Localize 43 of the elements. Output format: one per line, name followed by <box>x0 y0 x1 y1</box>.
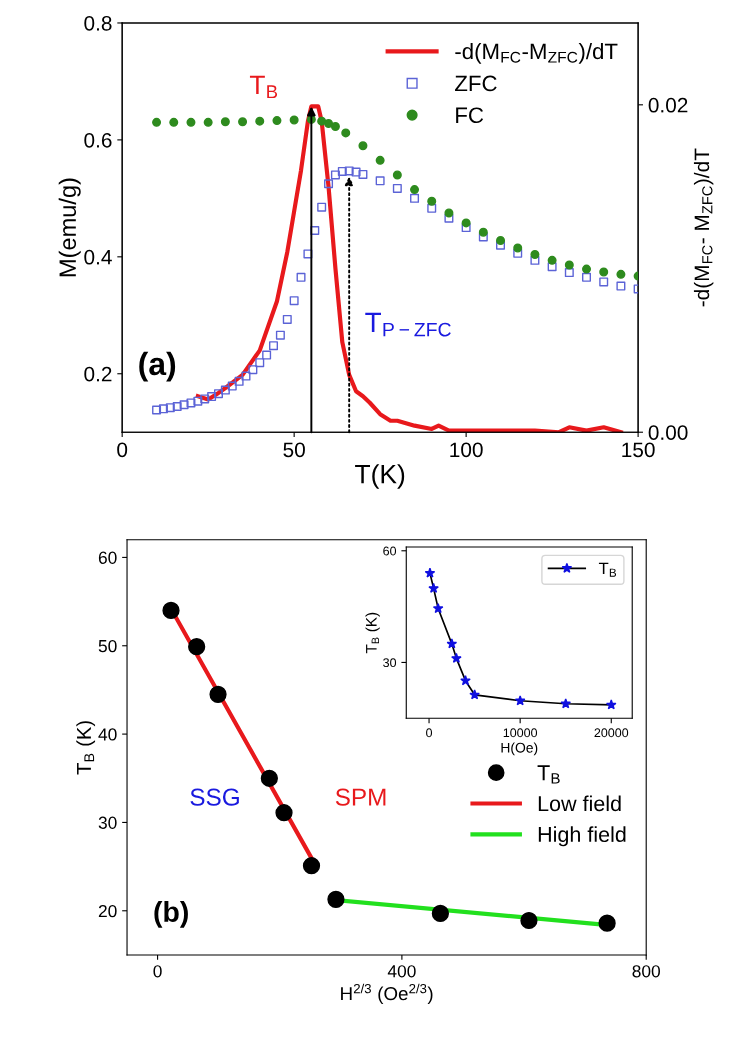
legend-label: -d(M$_{FC}$-M$_{ZFC}$)/dT <box>455 42 618 64</box>
x-tick-label: 800 <box>632 965 661 978</box>
y-tick-label: 30 <box>383 658 397 668</box>
y-tick-label: 0.8 <box>84 15 112 31</box>
legend-label: FC <box>456 107 484 124</box>
x-tick-label: 20000 <box>594 728 629 738</box>
x-axis-title: T(K) <box>355 464 405 489</box>
x-tick-label: 400 <box>387 965 416 978</box>
y-tick-label: 60 <box>383 546 397 556</box>
y2-axis-title: -d(M$_{FC}$- M$_{ZFC}$)/dT <box>693 148 714 307</box>
annotation: (b) <box>154 901 188 928</box>
annotation: T$_{B}$ <box>249 75 278 99</box>
x-tick-label: 150 <box>622 442 655 458</box>
legend-label: T$_{B}$ <box>537 765 560 784</box>
x-tick-label: 0 <box>153 965 162 978</box>
y-tick-label: 40 <box>98 728 117 741</box>
y-axis-title: T$_{B}$ (K) <box>365 612 380 654</box>
y-tick-label: 30 <box>98 816 117 829</box>
legend-label: ZFC <box>455 75 497 92</box>
legend-label: T$_{B}$ <box>598 562 617 577</box>
x-axis-title: H(Oe) <box>501 742 538 756</box>
annotation: SSG <box>190 788 239 806</box>
x-axis-title: H$^{2/3}$ (Oe$^{2/3}$) <box>341 983 433 1004</box>
annotation: (a) <box>139 351 176 382</box>
x-tick-label: 0 <box>117 442 128 458</box>
annotation: T$_{P−ZFC}$ <box>365 312 451 337</box>
y2-tick-label: 0.02 <box>648 97 688 113</box>
x-tick-label: 10000 <box>503 728 538 738</box>
y-tick-label: 0.6 <box>84 132 112 148</box>
y-tick-label: 20 <box>98 904 117 918</box>
y-tick-label: 0.2 <box>84 366 112 382</box>
legend-label: High field <box>538 826 626 847</box>
x-tick-label: 50 <box>283 442 305 458</box>
y-tick-label: 0.4 <box>84 249 112 265</box>
y-axis-title: M(emu/g) <box>58 178 81 277</box>
x-tick-label: 0 <box>426 728 433 738</box>
legend-label: Low field <box>538 795 621 812</box>
y-axis-title: T$_{B}$ (K) <box>76 721 96 775</box>
y-tick-label: 60 <box>98 551 117 564</box>
x-tick-label: 100 <box>450 442 483 458</box>
annotation: SPM <box>335 788 386 806</box>
y2-tick-label: 0.00 <box>648 425 688 440</box>
y-tick-label: 50 <box>98 639 117 653</box>
